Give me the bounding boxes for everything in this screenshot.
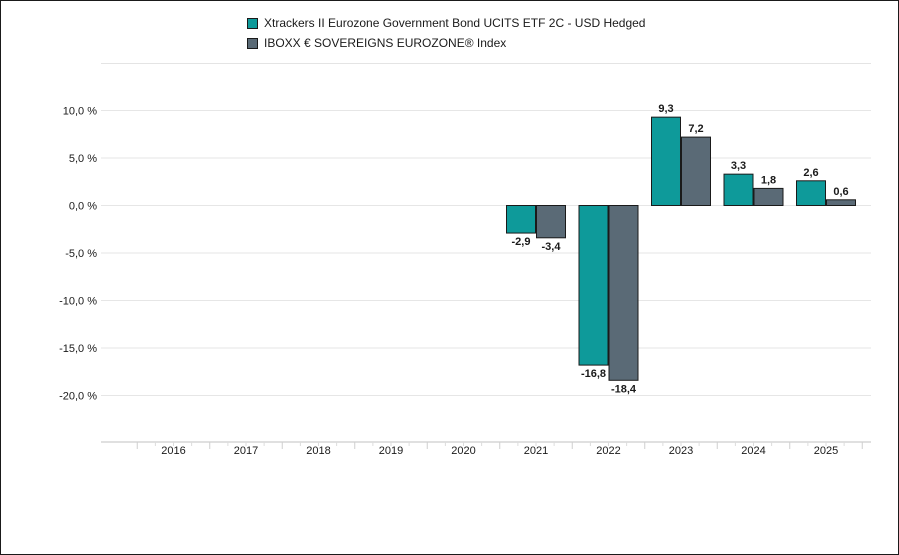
y-tick-label: 0,0 % (69, 201, 97, 213)
y-tick-label: -15,0 % (59, 343, 97, 355)
legend-item-etf[interactable]: Xtrackers II Eurozone Government Bond UC… (247, 13, 645, 33)
bar-etf (578, 205, 609, 366)
data-label: -18,4 (611, 383, 637, 395)
legend-swatch-index (247, 37, 258, 49)
legend-item-index[interactable]: IBOXX € SOVEREIGNS EUROZONE® Index (247, 33, 645, 53)
x-tick-label: 2024 (741, 445, 765, 457)
bar-index (608, 205, 639, 381)
bar-index (536, 205, 566, 239)
legend-label-etf: Xtrackers II Eurozone Government Bond UC… (264, 16, 646, 30)
y-tick-label: 10,0 % (63, 106, 97, 118)
data-label: -16,8 (581, 368, 606, 380)
data-label: -3,4 (542, 241, 562, 253)
x-tick-label: 2017 (234, 445, 258, 457)
data-label: 1,8 (761, 174, 776, 186)
legend-separator (101, 63, 871, 64)
x-tick-label: 2021 (524, 445, 548, 457)
bar-etf (651, 116, 681, 206)
x-tick-label: 2018 (306, 445, 330, 457)
data-label: 7,2 (688, 123, 703, 135)
data-label: 9,3 (658, 103, 673, 115)
y-tick-label: 5,0 % (69, 153, 97, 165)
x-tick-label: 2016 (161, 445, 185, 457)
legend: Xtrackers II Eurozone Government Bond UC… (247, 13, 645, 53)
bar-etf (506, 205, 536, 234)
bar-etf (796, 180, 826, 207)
y-tick-label: -5,0 % (65, 248, 97, 260)
bar-etf (723, 173, 754, 206)
x-tick-label: 2022 (596, 445, 620, 457)
x-tick-label: 2020 (451, 445, 475, 457)
data-label: 2,6 (803, 167, 818, 179)
x-tick-label: 2023 (669, 445, 693, 457)
data-label: 3,3 (731, 160, 746, 172)
data-label: 0,6 (833, 186, 848, 198)
x-tick-label: 2019 (379, 445, 403, 457)
y-tick-label: -20,0 % (59, 391, 97, 403)
data-label: -2,9 (512, 236, 531, 248)
legend-label-index: IBOXX € SOVEREIGNS EUROZONE® Index (264, 36, 507, 50)
legend-swatch-etf (247, 17, 258, 29)
bar-index (826, 199, 856, 207)
x-tick-label: 2025 (814, 445, 838, 457)
y-tick-label: -10,0 % (59, 296, 97, 308)
bar-index (753, 187, 784, 206)
bar-index (681, 136, 711, 207)
